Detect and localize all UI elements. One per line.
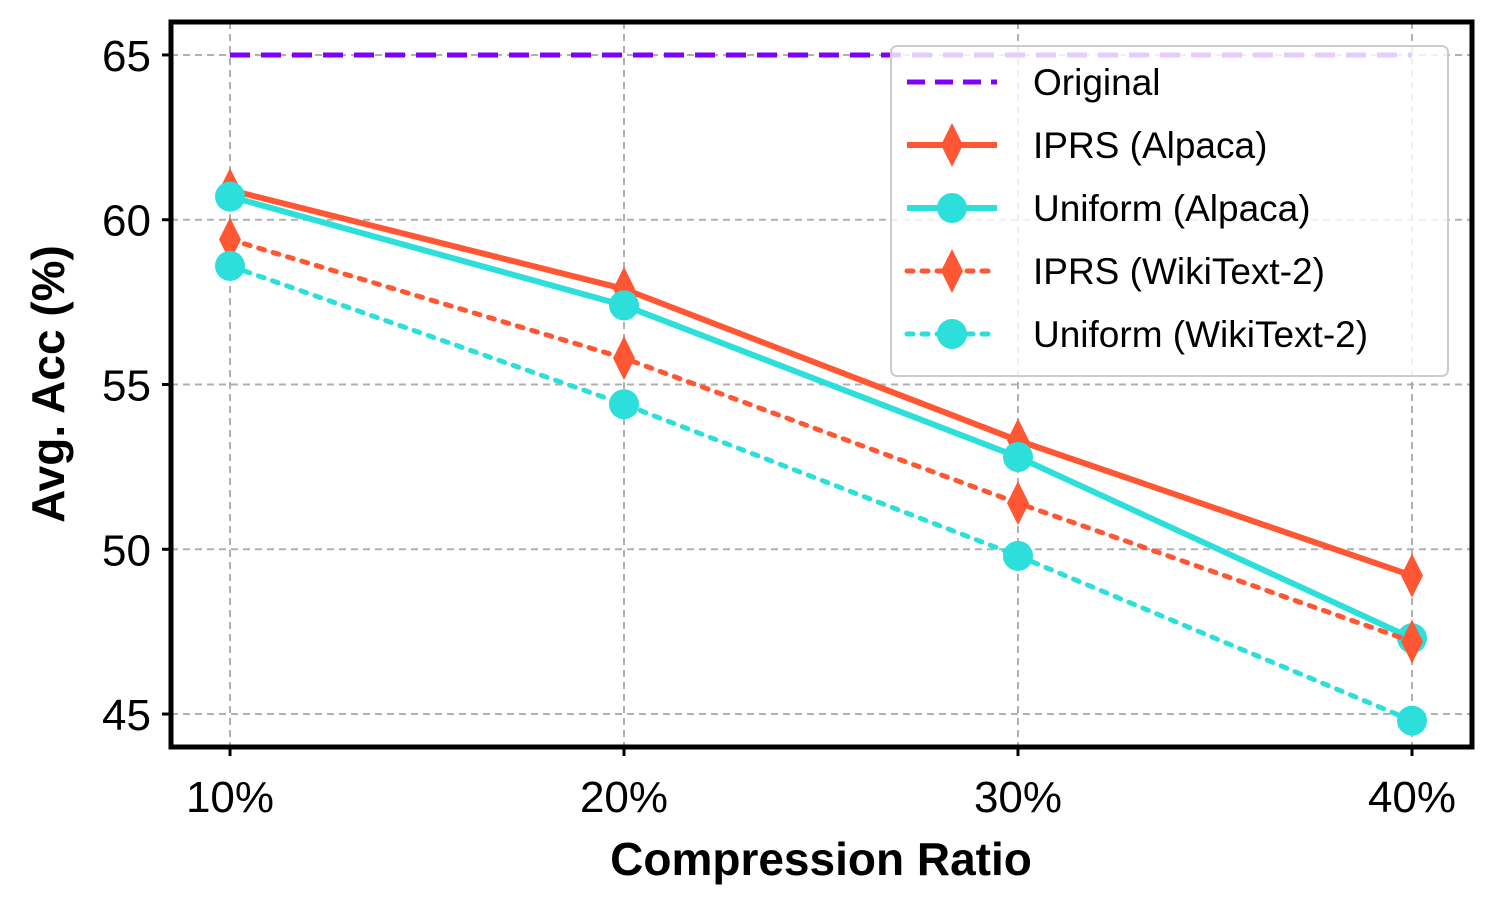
data-point-iprs-alpaca	[1401, 553, 1423, 598]
series-line-uniform-wikitext-2	[227, 263, 1415, 724]
data-point-uniform-wikitext-2	[609, 389, 639, 420]
legend-label: Original	[1033, 62, 1161, 103]
series-uniform-wikitext-2	[215, 250, 1427, 736]
legend-label: IPRS (Alpaca)	[1033, 125, 1267, 166]
data-point-uniform-alpaca	[609, 290, 639, 321]
legend-item-uniform-wikitext-2: Uniform (WikiText-2)	[904, 314, 1368, 355]
legend-label: Uniform (WikiText-2)	[1033, 314, 1368, 355]
legend-item-iprs-alpaca: IPRS (Alpaca)	[907, 123, 1267, 167]
x-axis-title: Compression Ratio	[610, 833, 1032, 885]
series-line-iprs-wikitext-2	[227, 237, 1415, 645]
y-tick-label: 45	[102, 691, 151, 740]
y-tick-label: 50	[102, 526, 151, 575]
data-point-uniform-wikitext-2	[1003, 540, 1033, 571]
series-iprs-wikitext-2	[219, 217, 1423, 664]
tick-labels: 45 50 55 60 65 10% 20% 30% 40%	[102, 32, 1456, 822]
legend-label: IPRS (WikiText-2)	[1033, 251, 1325, 292]
legend-marker-iprs-wikitext-2	[941, 249, 963, 293]
y-tick-label: 65	[102, 32, 151, 81]
x-tick-label: 30%	[974, 773, 1062, 822]
y-axis-title: Avg. Acc (%)	[22, 245, 74, 523]
data-point-iprs-wikitext-2	[219, 217, 241, 262]
series-line-uniform-alpaca	[229, 193, 1414, 641]
data-point-uniform-wikitext-2	[1397, 705, 1427, 736]
data-point-uniform-wikitext-2	[215, 250, 245, 281]
legend: Original IPRS (Alpaca) Uniform (Alpaca) IPR…	[890, 45, 1449, 377]
legend-marker-uniform-alpaca	[937, 193, 967, 223]
legend-item-original: Original	[907, 62, 1161, 103]
data-point-uniform-alpaca	[215, 181, 245, 212]
y-tick-label: 55	[102, 362, 151, 411]
legend-box	[890, 45, 1449, 377]
legend-item-uniform-alpaca: Uniform (Alpaca)	[907, 188, 1311, 229]
legend-marker-iprs-alpaca	[941, 123, 963, 167]
legend-label: Uniform (Alpaca)	[1033, 188, 1311, 229]
y-tick-label: 60	[102, 197, 151, 246]
x-tick-label: 20%	[580, 773, 668, 822]
series-line-iprs-alpaca	[229, 187, 1413, 579]
series-layer	[215, 52, 1427, 736]
x-tick-label: 40%	[1368, 773, 1456, 822]
data-point-iprs-wikitext-2	[1401, 619, 1423, 664]
data-point-iprs-wikitext-2	[1007, 481, 1029, 526]
data-point-iprs-wikitext-2	[613, 336, 635, 381]
legend-item-iprs-wikitext-2: IPRS (WikiText-2)	[904, 249, 1325, 293]
x-tick-label: 10%	[186, 773, 274, 822]
legend-marker-uniform-wikitext-2	[937, 319, 967, 349]
data-point-uniform-alpaca	[1003, 442, 1033, 472]
